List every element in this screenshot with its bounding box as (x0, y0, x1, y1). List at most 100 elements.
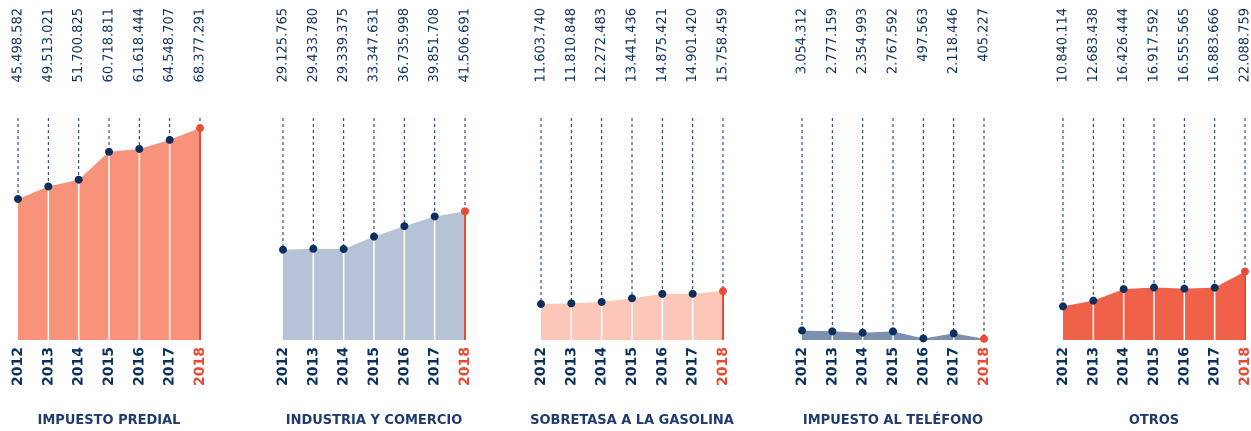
value-label: 11.810.848 (564, 8, 579, 82)
x-tick-label: 2017 (685, 347, 701, 386)
x-tick-label: 2013 (1085, 347, 1101, 386)
x-tick-label: 2014 (594, 347, 610, 386)
point (1059, 302, 1067, 311)
x-tick-label: 2017 (162, 347, 178, 386)
x-tick-label: 2012 (533, 347, 549, 386)
point (400, 222, 409, 231)
x-tick-label: 2014 (855, 347, 871, 386)
value-label: 16.555.565 (1177, 8, 1192, 82)
value-label: 41.506.691 (458, 8, 473, 82)
point (14, 194, 22, 203)
value-label: 12.272.483 (594, 8, 609, 82)
point (1241, 267, 1249, 276)
x-tick-label: 2018 (976, 347, 992, 386)
point (279, 245, 287, 254)
value-label: 39.851.708 (427, 8, 442, 82)
x-tick-label: 2016 (131, 347, 147, 386)
value-label: 13.441.436 (625, 8, 640, 82)
chart-title: IMPUESTO AL TELÉFONO (803, 412, 983, 428)
value-label: 64.548.707 (162, 8, 177, 82)
x-tick-label: 2014 (71, 347, 87, 386)
point (980, 334, 988, 343)
value-label: 15.758.459 (716, 8, 731, 82)
point (719, 287, 727, 296)
x-tick-label: 2012 (1055, 347, 1071, 386)
point (339, 245, 348, 254)
x-tick-label: 2015 (366, 347, 382, 386)
x-tick-label: 2018 (192, 347, 208, 386)
value-label: 22.088.759 (1238, 8, 1251, 82)
value-label: 2.767.592 (886, 8, 901, 74)
point (461, 207, 469, 216)
point (567, 299, 576, 308)
x-tick-label: 2015 (101, 347, 117, 386)
value-label: 11.603.740 (534, 8, 549, 82)
point (135, 144, 144, 153)
x-tick-label: 2015 (1146, 347, 1162, 386)
value-label: 3.054.312 (795, 8, 810, 74)
x-tick-label: 2018 (1237, 347, 1251, 386)
value-label: 51.700.825 (71, 8, 86, 82)
value-label: 49.513.021 (41, 8, 56, 82)
x-tick-label: 2016 (654, 347, 670, 386)
value-label: 33.347.631 (367, 8, 382, 82)
point (1119, 285, 1128, 294)
x-tick-label: 2014 (1116, 347, 1132, 386)
x-tick-label: 2012 (794, 347, 810, 386)
value-label: 16.426.444 (1116, 8, 1131, 82)
x-tick-label: 2013 (824, 347, 840, 386)
x-tick-label: 2013 (40, 347, 56, 386)
chart-title: OTROS (1129, 413, 1179, 428)
point (658, 289, 667, 298)
point (949, 329, 958, 338)
point (858, 328, 867, 337)
point (1210, 283, 1219, 292)
x-tick-label: 2018 (457, 347, 473, 386)
point (430, 212, 439, 221)
value-label: 14.875.421 (655, 8, 670, 82)
x-tick-label: 2012 (275, 347, 291, 386)
point (628, 294, 636, 303)
point (44, 182, 53, 191)
value-label: 2.777.159 (825, 8, 840, 74)
value-label: 2.118.446 (946, 8, 961, 74)
value-label: 16.883.666 (1207, 8, 1222, 82)
point (688, 289, 697, 298)
value-label: 29.339.375 (336, 8, 351, 82)
value-label: 29.125.765 (276, 8, 291, 82)
value-label: 497.563 (916, 8, 931, 62)
point (165, 135, 174, 144)
x-tick-label: 2016 (915, 347, 931, 386)
point (1180, 284, 1189, 293)
value-label: 12.683.438 (1086, 8, 1101, 82)
point (1089, 296, 1098, 305)
chart-title: IMPUESTO PREDIAL (38, 413, 181, 428)
point (597, 297, 606, 306)
x-tick-label: 2017 (946, 347, 962, 386)
x-tick-label: 2013 (563, 347, 579, 386)
value-label: 2.354.993 (855, 8, 870, 74)
x-tick-label: 2014 (336, 347, 352, 386)
point (74, 175, 83, 184)
point (196, 124, 204, 133)
point (889, 327, 897, 336)
value-label: 68.377.291 (193, 8, 208, 82)
value-label: 36.735.998 (397, 8, 412, 82)
point (798, 326, 806, 335)
value-label: 29.433.780 (306, 8, 321, 82)
point (1150, 283, 1158, 292)
x-tick-label: 2017 (427, 347, 443, 386)
point (828, 327, 837, 336)
value-label: 45.498.582 (11, 8, 26, 82)
x-tick-label: 2015 (885, 347, 901, 386)
value-label: 405.227 (977, 8, 992, 62)
x-tick-label: 2012 (10, 347, 26, 386)
chart-title: INDUSTRIA Y COMERCIO (286, 413, 463, 428)
x-tick-label: 2015 (624, 347, 640, 386)
x-tick-label: 2016 (1176, 347, 1192, 386)
value-label: 61.618.444 (132, 8, 147, 82)
point (370, 232, 378, 241)
x-tick-label: 2018 (715, 347, 731, 386)
x-tick-label: 2017 (1207, 347, 1223, 386)
point (919, 334, 928, 343)
